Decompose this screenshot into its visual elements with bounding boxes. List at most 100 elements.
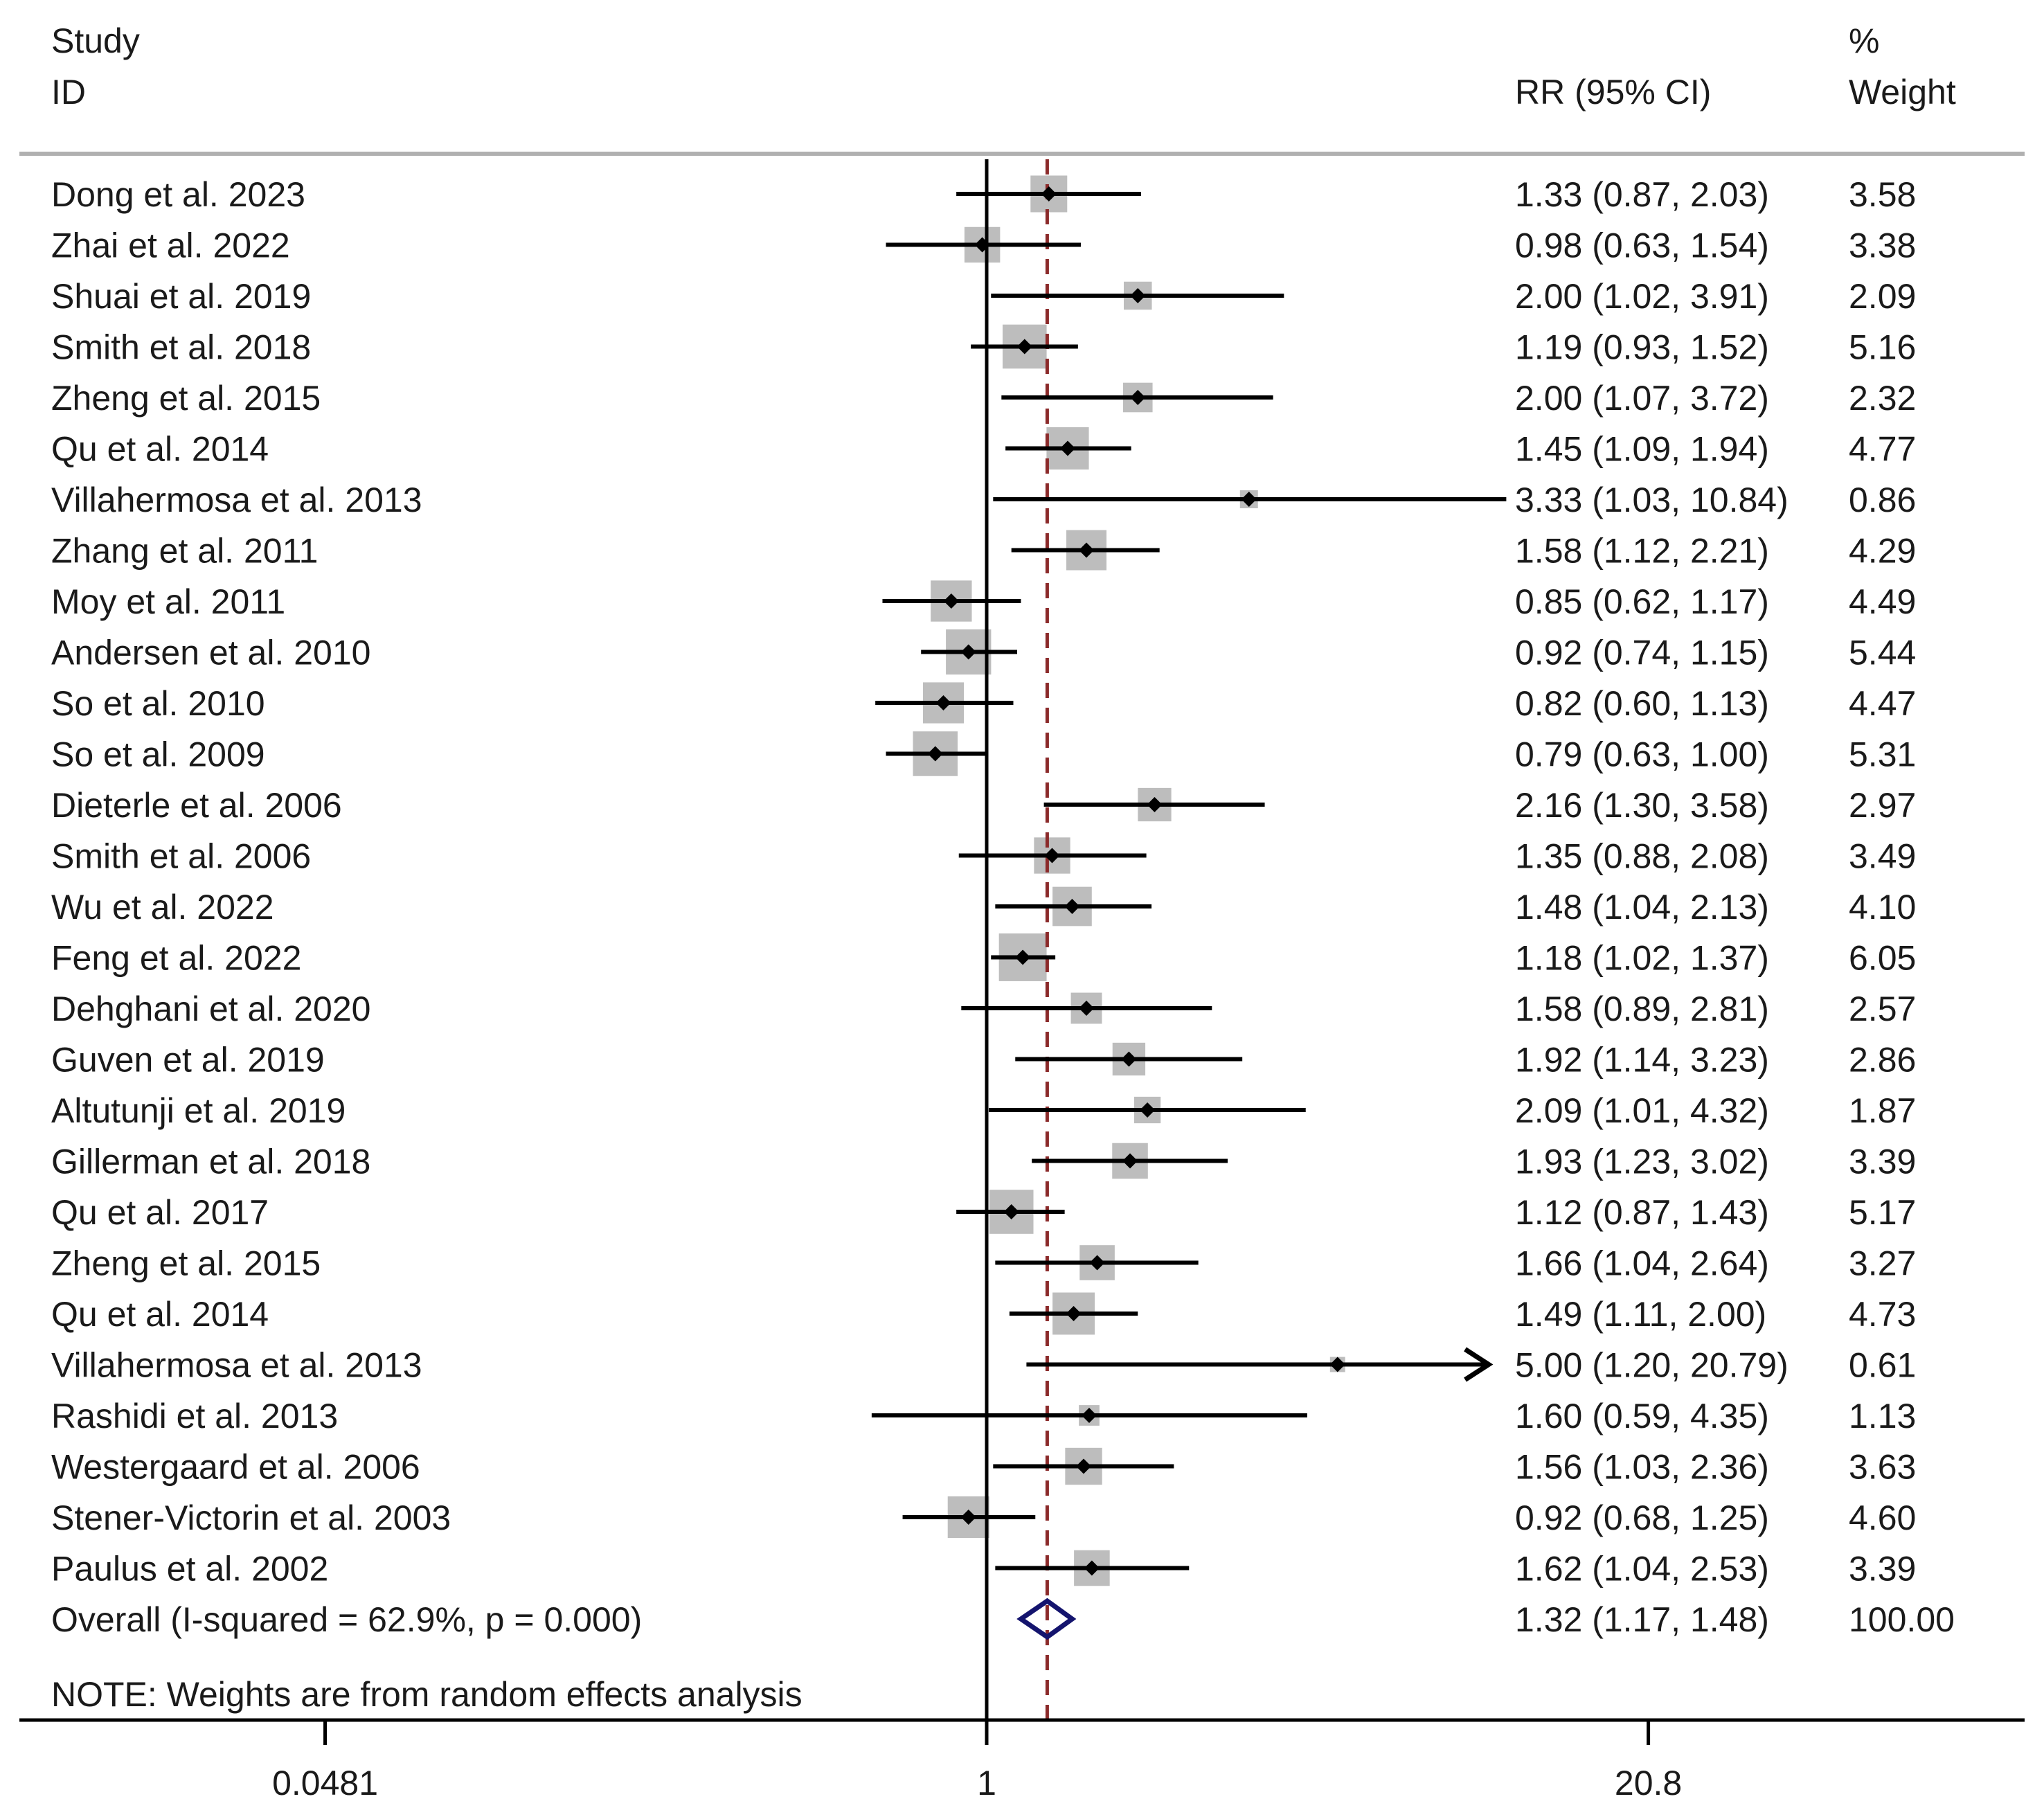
- study-label: Zhai et al. 2022: [51, 226, 290, 265]
- weight-value: 5.31: [1849, 735, 1916, 774]
- study-label: Villahermosa et al. 2013: [51, 481, 422, 519]
- study-label: So et al. 2009: [51, 735, 265, 774]
- point-estimate: [943, 593, 959, 609]
- rr-ci-value: 1.45 (1.09, 1.94): [1515, 430, 1769, 469]
- rr-ci-value: 0.92 (0.74, 1.15): [1515, 634, 1769, 672]
- weight-value: 5.16: [1849, 328, 1916, 367]
- weight-value: 3.39: [1849, 1143, 1916, 1181]
- rr-ci-value: 1.48 (1.04, 2.13): [1515, 888, 1769, 927]
- point-estimate: [1130, 288, 1146, 303]
- rr-ci-value: 1.35 (0.88, 2.08): [1515, 837, 1769, 876]
- weight-value: 3.49: [1849, 837, 1916, 876]
- weight-value: 0.61: [1849, 1346, 1916, 1385]
- overall-rr-ci-value: 1.32 (1.17, 1.48): [1515, 1600, 1769, 1639]
- study-label: Smith et al. 2018: [51, 328, 311, 367]
- weight-value: 1.87: [1849, 1091, 1916, 1130]
- study-label: Smith et al. 2006: [51, 837, 311, 876]
- point-estimate: [1079, 542, 1095, 558]
- point-estimate: [1140, 1102, 1156, 1118]
- reference-lines: [985, 159, 1049, 1720]
- point-estimate: [1079, 1001, 1095, 1016]
- point-estimate: [1066, 1306, 1082, 1321]
- weight-value: 2.32: [1849, 379, 1916, 418]
- point-estimate: [927, 746, 943, 762]
- rr-ci-value: 5.00 (1.20, 20.79): [1515, 1346, 1789, 1385]
- study-label: Andersen et al. 2010: [51, 634, 370, 672]
- study-label: Westergaard et al. 2006: [51, 1448, 420, 1487]
- weight-value: 6.05: [1849, 939, 1916, 978]
- overall-label: Overall (I-squared = 62.9%, p = 0.000): [51, 1600, 642, 1639]
- study-label: Paulus et al. 2002: [51, 1550, 328, 1588]
- point-estimate: [1122, 1153, 1138, 1169]
- header-effect: RR (95% CI): [1515, 73, 1711, 111]
- weight-value: 4.29: [1849, 532, 1916, 571]
- rr-ci-value: 1.92 (1.14, 3.23): [1515, 1041, 1769, 1080]
- rr-ci-value: 0.82 (0.60, 1.13): [1515, 684, 1769, 723]
- weight-value: 3.27: [1849, 1244, 1916, 1283]
- study-label: Zheng et al. 2015: [51, 1244, 321, 1283]
- study-label: Zheng et al. 2015: [51, 379, 321, 418]
- rr-ci-value: 3.33 (1.03, 10.84): [1515, 481, 1789, 519]
- overall-weight-value: 100.00: [1849, 1600, 1955, 1639]
- study-label: Zhang et al. 2011: [51, 532, 318, 571]
- point-estimate: [1044, 848, 1060, 863]
- ci-arrow: [1464, 1347, 1494, 1382]
- point-estimate: [1241, 492, 1257, 507]
- weight-value: 0.86: [1849, 481, 1916, 519]
- weight-value: 4.77: [1849, 430, 1916, 469]
- weight-value: 3.58: [1849, 175, 1916, 214]
- point-estimate: [1329, 1357, 1345, 1372]
- rr-ci-value: 1.66 (1.04, 2.64): [1515, 1244, 1769, 1283]
- x-tick-label: 20.8: [1615, 1764, 1682, 1802]
- point-estimate: [1076, 1458, 1092, 1474]
- weight-value: 2.86: [1849, 1041, 1916, 1080]
- rr-ci-value: 1.58 (1.12, 2.21): [1515, 532, 1769, 571]
- weight-value: 5.44: [1849, 634, 1916, 672]
- rr-ci-value: 0.98 (0.63, 1.54): [1515, 226, 1769, 265]
- weight-value: 4.10: [1849, 888, 1916, 927]
- row-labels: Dong et al. 2023 1.33 (0.87, 2.03) 3.58 Zha…: [51, 175, 1955, 1639]
- header-id: ID: [51, 73, 86, 111]
- point-estimate: [960, 644, 976, 660]
- point-estimate: [1041, 186, 1057, 202]
- weight-value: 2.09: [1849, 277, 1916, 316]
- point-estimate: [960, 1510, 976, 1525]
- rr-ci-value: 2.00 (1.07, 3.72): [1515, 379, 1769, 418]
- study-label: Feng et al. 2022: [51, 939, 301, 978]
- study-label: So et al. 2010: [51, 684, 265, 723]
- overall-diamond: [1016, 1597, 1077, 1640]
- point-estimates: [927, 186, 1345, 1640]
- rr-ci-value: 1.12 (0.87, 1.43): [1515, 1193, 1769, 1232]
- rr-ci-value: 0.85 (0.62, 1.17): [1515, 582, 1769, 621]
- header-study: Study: [51, 21, 140, 60]
- weight-value: 4.47: [1849, 684, 1916, 723]
- header-percent: %: [1849, 21, 1879, 60]
- weight-boxes: [913, 175, 1345, 1586]
- point-estimate: [1084, 1560, 1100, 1576]
- study-label: Villahermosa et al. 2013: [51, 1346, 422, 1385]
- point-estimate: [1064, 899, 1080, 914]
- rr-ci-value: 1.49 (1.11, 2.00): [1515, 1295, 1766, 1334]
- header-weight: Weight: [1849, 73, 1956, 111]
- rr-ci-value: 2.16 (1.30, 3.58): [1515, 786, 1769, 825]
- weight-value: 2.97: [1849, 786, 1916, 825]
- rr-ci-value: 1.33 (0.87, 2.03): [1515, 175, 1769, 214]
- rr-ci-value: 1.19 (0.93, 1.52): [1515, 328, 1769, 367]
- point-estimate: [1081, 1408, 1097, 1423]
- weight-value: 3.38: [1849, 226, 1916, 265]
- x-axis: 0.0481 1 20.8: [272, 1720, 1682, 1802]
- study-label: Altutunji et al. 2019: [51, 1091, 346, 1130]
- study-label: Dehghani et al. 2020: [51, 990, 370, 1028]
- study-label: Rashidi et al. 2013: [51, 1397, 338, 1435]
- rr-ci-value: 2.00 (1.02, 3.91): [1515, 277, 1769, 316]
- study-label: Shuai et al. 2019: [51, 277, 311, 316]
- rr-ci-value: 0.79 (0.63, 1.00): [1515, 735, 1769, 774]
- rr-ci-value: 1.58 (0.89, 2.81): [1515, 990, 1769, 1028]
- rr-ci-value: 1.93 (1.23, 3.02): [1515, 1143, 1769, 1181]
- x-tick-label: 0.0481: [272, 1764, 378, 1802]
- study-label: Qu et al. 2017: [51, 1193, 269, 1232]
- rr-ci-value: 1.56 (1.03, 2.36): [1515, 1448, 1769, 1487]
- study-label: Qu et al. 2014: [51, 430, 269, 469]
- study-label: Wu et al. 2022: [51, 888, 274, 927]
